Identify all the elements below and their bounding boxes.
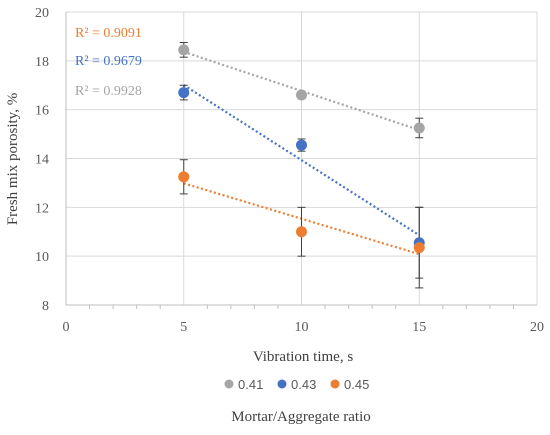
legend-title: Mortar/Aggregate ratio	[231, 409, 371, 425]
legend-label-0.45: 0.45	[344, 377, 369, 392]
axes	[65, 12, 537, 306]
x-tick-label: 10	[295, 320, 309, 335]
legend-label-0.43: 0.43	[291, 377, 316, 392]
legend-marker-0.43	[277, 379, 287, 389]
legend-label-0.41: 0.41	[238, 377, 263, 392]
legend: 0.41 0.43 0.45	[224, 377, 369, 392]
legend-marker-0.41	[224, 379, 234, 389]
r2-label-0.41: R² = 0.9928	[75, 84, 142, 99]
y-tick-label: 14	[35, 153, 49, 168]
data-point-0.41	[296, 89, 307, 101]
legend-marker-0.45	[330, 379, 340, 389]
trendline-0.43	[183, 84, 420, 237]
tick-labels: 0 5 10 15 20 8 10 12 14 16 18 20	[35, 6, 544, 335]
x-tick-label: 0	[63, 320, 70, 335]
x-tick-label: 15	[412, 320, 426, 335]
data-point-0.43	[296, 139, 307, 151]
data-point-0.41	[178, 44, 190, 56]
r2-label-0.43: R² = 0.9679	[75, 54, 142, 69]
data-point-0.45	[413, 242, 425, 254]
y-tick-label: 12	[35, 201, 49, 216]
y-tick-label: 10	[35, 250, 49, 265]
y-tick-label: 18	[35, 55, 49, 70]
r2-label-0.45: R² = 0.9091	[75, 26, 142, 41]
y-tick-label: 20	[35, 6, 49, 21]
y-axis-label: Fresh mix porosity, %	[5, 93, 21, 225]
x-tick-label: 5	[180, 320, 187, 335]
data-point-0.45	[296, 226, 307, 238]
y-tick-label: 8	[42, 299, 49, 314]
y-tick-label: 16	[35, 104, 49, 119]
data-point-0.43	[178, 87, 190, 99]
x-axis-label: Vibration time, s	[253, 349, 353, 365]
data-point-0.41	[413, 122, 425, 134]
r2-labels: R² = 0.9928 R² = 0.9679 R² = 0.9091	[75, 26, 142, 99]
data-point-0.45	[178, 171, 190, 183]
x-tick-label: 20	[530, 320, 544, 335]
trendline-0.41	[183, 50, 420, 132]
data-points	[178, 44, 425, 254]
